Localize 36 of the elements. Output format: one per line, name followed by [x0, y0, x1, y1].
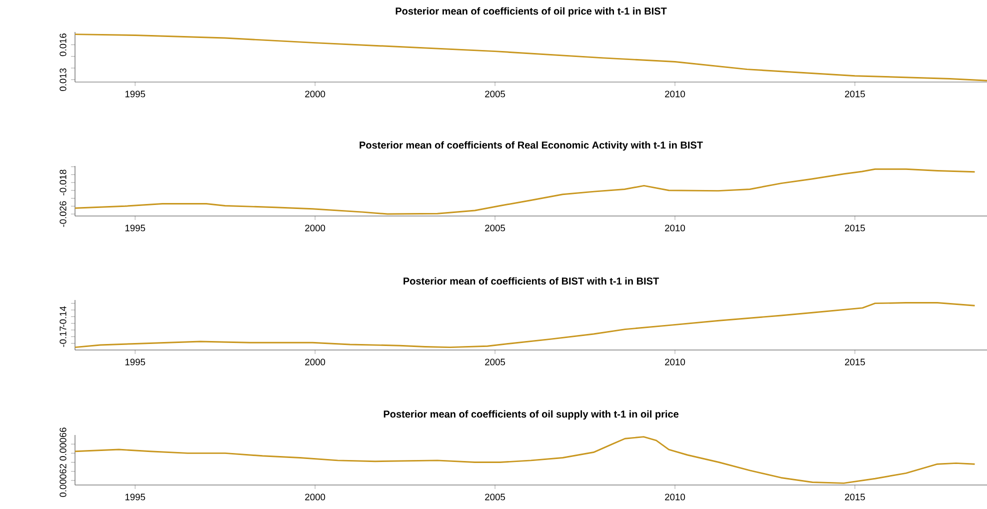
y-tick-label: -0.17: [60, 326, 66, 347]
x-tick-label: 2000: [305, 358, 326, 366]
x-tick-label: 2005: [485, 358, 505, 366]
x-tick-label: 1995: [125, 358, 146, 366]
y-tick-label: -0.026: [60, 201, 66, 227]
x-tick-label: 2010: [665, 90, 685, 98]
x-tick-label: 2005: [485, 494, 505, 500]
chart-title: Posterior mean of coefficients of Real Economic Activity with t-1 in BIST: [360, 141, 703, 151]
line-series: [74, 302, 976, 348]
x-tick-label: 1995: [125, 90, 146, 98]
x-tick-label: 2000: [305, 90, 326, 98]
y-tick-label: -0.018: [60, 170, 66, 196]
line-series: [74, 168, 976, 215]
x-tick-label: 2000: [305, 224, 326, 232]
x-tick-label: 2005: [485, 224, 505, 232]
y-tick-label: -0.14: [60, 306, 66, 327]
x-tick-label: 2015: [844, 358, 865, 366]
x-tick-label: 2015: [844, 90, 865, 98]
line-series: [74, 436, 976, 484]
y-tick-label: 0.00062: [60, 464, 66, 497]
y-tick-label: 0.016: [60, 34, 66, 56]
x-tick-label: 2010: [665, 224, 685, 232]
x-tick-label: 2015: [844, 494, 865, 500]
x-tick-label: 2010: [665, 358, 685, 366]
x-tick-label: 2015: [844, 224, 865, 232]
x-tick-label: 2005: [485, 90, 505, 98]
chart-title: Posterior mean of coefficients of BIST with t-1 in BIST: [404, 277, 659, 285]
x-tick-label: 2000: [305, 494, 326, 500]
x-tick-label: 1995: [125, 494, 146, 500]
y-tick-label: 0.00066: [60, 428, 66, 461]
y-tick-label: 0.013: [60, 68, 66, 91]
chart-title: Posterior mean of coefficients of oil price with t-1 in BIST: [396, 7, 667, 17]
line-series: [74, 34, 987, 82]
x-tick-label: 1995: [125, 224, 146, 232]
chart-title: Posterior mean of coefficients of oil supply with t-1 in oil price: [384, 410, 678, 420]
x-tick-label: 2010: [665, 494, 685, 500]
